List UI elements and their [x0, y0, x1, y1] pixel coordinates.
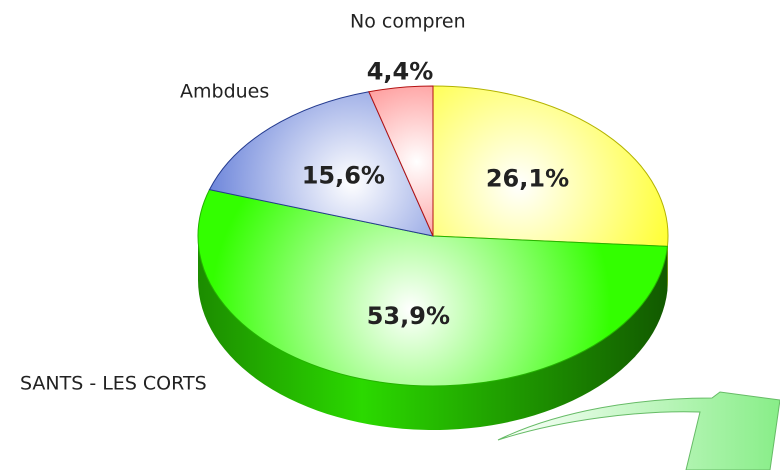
wedge [432, 85, 669, 247]
value-label: 53,9% [367, 302, 450, 330]
category-label: SANTS - LES CORTS [20, 373, 207, 395]
pie [197, 85, 669, 430]
wedge-side [198, 236, 668, 430]
value-label: 26,1% [486, 165, 569, 193]
category-label: Ambdues [180, 81, 269, 103]
wedge-side [667, 236, 668, 291]
category-label: No compren [350, 11, 466, 33]
arrow-decoration [497, 391, 780, 470]
wedge [197, 189, 668, 387]
wedge [368, 85, 434, 237]
value-label: 4,4% [367, 57, 434, 85]
value-label: 15,6% [302, 162, 385, 190]
wedge [208, 91, 434, 237]
